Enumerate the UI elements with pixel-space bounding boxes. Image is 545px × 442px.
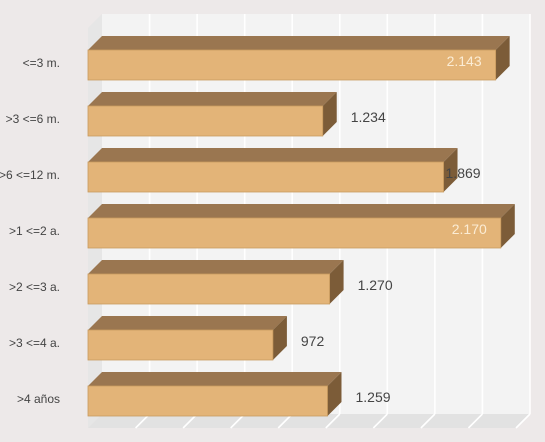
bar-gt-6-lt-eq-12-m-front: [87, 161, 444, 193]
bar-lt-eq-3-m-top: [88, 36, 510, 50]
category-label-gt-3-lt-eq-4-a: >3 <=4 a.: [9, 336, 60, 350]
category-label-gt-2-lt-eq-3-a: >2 <=3 a.: [9, 280, 60, 294]
value-labels: 2.143 1.234 1.869 2.170 1.270 972 1.259: [301, 53, 487, 405]
bar-gt-6-lt-eq-12-m-top: [88, 148, 458, 162]
bar-gt-3-lt-eq-6-m-front: [87, 105, 324, 137]
bar-gt-1-lt-eq-2-a: [87, 204, 515, 249]
bar-gt-3-lt-eq-4-a-front: [87, 329, 274, 361]
bar-gt-2-lt-eq-3-a-top: [88, 260, 344, 274]
bar-gt-3-lt-eq-6-m-top: [88, 92, 337, 106]
value-label-gt-3-lt-eq-4-a: 972: [301, 333, 325, 349]
bars: [87, 36, 515, 417]
bar-gt-4-años-front: [87, 385, 328, 417]
bar-gt-3-lt-eq-4-a-side: [272, 316, 287, 360]
bar-gt-6-lt-eq-12-m-side: [443, 148, 458, 192]
bar-lt-eq-3-m-front: [87, 49, 497, 81]
value-label-gt-3-lt-eq-6-m: 1.234: [351, 109, 386, 125]
value-label-lt-eq-3-m: 2.143: [447, 53, 482, 69]
value-label-gt-4-años: 1.259: [355, 389, 390, 405]
category-label-lt-eq-3-m: <=3 m.: [23, 56, 60, 70]
value-label-gt-2-lt-eq-3-a: 1.270: [358, 277, 393, 293]
category-label-gt-4-años: >4 años: [17, 392, 60, 406]
bar-gt-4-años: [87, 372, 342, 417]
category-label-gt-3-lt-eq-6-m: >3 <=6 m.: [6, 112, 60, 126]
gridline-floor: [515, 413, 531, 429]
bar-gt-6-lt-eq-12-m: [87, 148, 458, 193]
category-label-gt-1-lt-eq-2-a: >1 <=2 a.: [9, 224, 60, 238]
bar-lt-eq-3-m-side: [495, 36, 510, 80]
bar-gt-2-lt-eq-3-a: [87, 260, 344, 305]
category-label-gt-6-lt-eq-12-m: >6 <=12 m.: [0, 168, 60, 182]
value-label-gt-6-lt-eq-12-m: 1.869: [446, 165, 481, 181]
bar-gt-4-años-side: [327, 372, 342, 416]
bar-gt-2-lt-eq-3-a-side: [329, 260, 344, 304]
bar-gt-1-lt-eq-2-a-side: [500, 204, 515, 248]
category-labels: <=3 m. >3 <=6 m. >6 <=12 m. >1 <=2 a. >2 <=3…: [0, 56, 60, 406]
bar-lt-eq-3-m: [87, 36, 510, 81]
gridline-floor: [420, 413, 436, 429]
bar-gt-3-lt-eq-4-a-top: [88, 316, 287, 330]
bar-gt-1-lt-eq-2-a-top: [88, 204, 515, 218]
bar-gt-3-lt-eq-4-a: [87, 316, 287, 361]
plot-floor: [88, 414, 530, 428]
gridline-floor: [325, 413, 341, 429]
value-label-gt-1-lt-eq-2-a: 2.170: [452, 221, 487, 237]
gridline-floor: [372, 413, 388, 429]
bar-gt-3-lt-eq-6-m: [87, 92, 337, 137]
bar-gt-3-lt-eq-6-m-side: [322, 92, 337, 136]
bar-gt-4-años-top: [88, 372, 342, 386]
gridline-floor: [467, 413, 484, 429]
bar-gt-2-lt-eq-3-a-front: [87, 273, 330, 305]
bar-gt-1-lt-eq-2-a-front: [87, 217, 502, 249]
